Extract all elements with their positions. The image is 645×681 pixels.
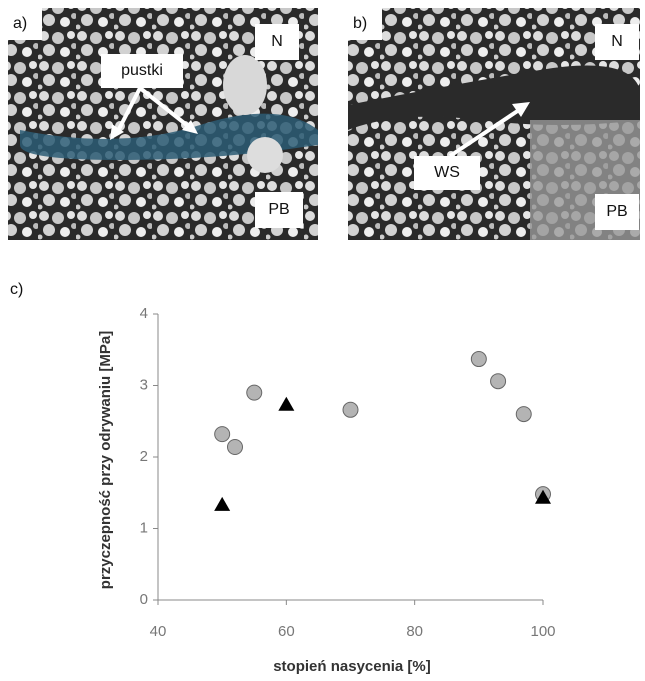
y-tick-label: 4 [140,305,148,322]
x-tick-label: 80 [406,623,423,640]
y-tick-label: 0 [140,591,148,608]
annotation: WS [434,164,460,181]
label-pb: PB [268,201,289,218]
point [342,401,359,418]
y-tick-label: 2 [140,448,148,465]
x-tick-label: 100 [530,623,555,640]
point [227,438,243,455]
point [515,406,532,423]
point [490,373,507,390]
label-pb: PB [606,203,627,220]
micrograph-b [348,8,640,240]
panel-label: a) [13,15,27,32]
panel-label: b) [353,15,367,32]
point [214,496,231,511]
point [535,489,551,504]
label-n: N [611,33,623,50]
point [246,384,263,401]
y-tick-label: 1 [140,519,148,536]
y-tick-label: 3 [140,376,148,393]
micrograph-a [8,8,318,240]
x-tick-label: 40 [150,623,167,640]
point [214,426,231,443]
y-axis-title: przyczepność przy odrywaniu [MPa] [97,331,114,589]
annotation: pustki [121,62,163,79]
point [470,351,487,368]
point [278,396,295,411]
panel-label: c) [10,281,23,298]
label-n: N [271,33,283,50]
x-axis-title: stopień nasycenia [%] [273,658,431,675]
x-tick-label: 60 [278,623,295,640]
